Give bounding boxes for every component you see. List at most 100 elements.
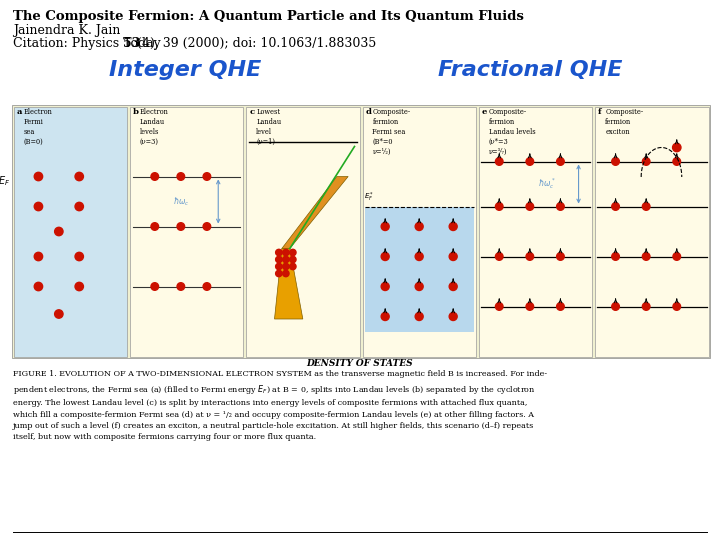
- Circle shape: [449, 313, 457, 321]
- Circle shape: [381, 282, 390, 291]
- Circle shape: [415, 253, 423, 260]
- Circle shape: [75, 172, 84, 181]
- Circle shape: [381, 253, 390, 260]
- Circle shape: [203, 173, 211, 180]
- Text: $\hbar\omega_c$: $\hbar\omega_c$: [173, 195, 189, 208]
- Bar: [12, 105, 710, 358]
- Circle shape: [673, 253, 680, 260]
- Circle shape: [289, 256, 296, 262]
- Bar: [14, 106, 127, 356]
- Circle shape: [75, 202, 84, 211]
- Circle shape: [381, 313, 390, 321]
- Circle shape: [526, 158, 534, 165]
- Circle shape: [495, 253, 503, 260]
- Circle shape: [526, 202, 534, 210]
- Bar: [479, 106, 592, 356]
- Circle shape: [151, 173, 158, 180]
- Text: Lowest
Landau
level
(ν=1): Lowest Landau level (ν=1): [256, 109, 282, 146]
- Text: Composite-
fermion
Landau levels
(ν*=3
ν=³⁄₇): Composite- fermion Landau levels (ν*=3 ν…: [489, 109, 536, 156]
- Text: Electron
Fermi
sea
(B=0): Electron Fermi sea (B=0): [24, 109, 53, 146]
- Circle shape: [35, 172, 42, 181]
- Bar: [364, 206, 474, 332]
- Circle shape: [283, 256, 289, 262]
- Circle shape: [557, 253, 564, 260]
- Circle shape: [557, 202, 564, 210]
- Circle shape: [55, 310, 63, 318]
- Circle shape: [642, 303, 650, 310]
- Circle shape: [673, 303, 680, 310]
- Polygon shape: [282, 177, 348, 248]
- Text: Citation: Physics Today: Citation: Physics Today: [13, 37, 165, 50]
- Text: 53: 53: [123, 37, 140, 50]
- Text: Jainendra K. Jain: Jainendra K. Jain: [13, 24, 120, 37]
- Circle shape: [276, 256, 282, 262]
- Text: $\hbar\omega^*_c$: $\hbar\omega^*_c$: [538, 177, 556, 192]
- Circle shape: [495, 158, 503, 165]
- Circle shape: [612, 253, 619, 260]
- Circle shape: [55, 227, 63, 235]
- Circle shape: [642, 158, 650, 165]
- Circle shape: [642, 202, 650, 210]
- Text: c: c: [249, 109, 254, 117]
- Polygon shape: [274, 248, 303, 319]
- Circle shape: [35, 202, 42, 211]
- Circle shape: [177, 222, 184, 230]
- Bar: [130, 106, 243, 356]
- Text: Electron
Landau
levels
(ν=3): Electron Landau levels (ν=3): [140, 109, 168, 146]
- Circle shape: [672, 143, 681, 152]
- Bar: [246, 106, 359, 356]
- Circle shape: [35, 282, 42, 291]
- Circle shape: [415, 313, 423, 321]
- Text: Composite-
fermion
Fermi sea
(B*=0
ν=¹⁄₂): Composite- fermion Fermi sea (B*=0 ν=¹⁄₂…: [372, 109, 410, 156]
- Text: FIGURE 1. EVOLUTION OF A TWO-DIMENSIONAL ELECTRON SYSTEM as the transverse magne: FIGURE 1. EVOLUTION OF A TWO-DIMENSIONAL…: [13, 370, 547, 441]
- Text: d: d: [366, 109, 372, 117]
- Text: Composite-
fermion
exciton: Composite- fermion exciton: [606, 109, 643, 136]
- Bar: [595, 106, 708, 356]
- Circle shape: [673, 158, 680, 165]
- Circle shape: [526, 303, 534, 310]
- Circle shape: [283, 264, 289, 269]
- Circle shape: [642, 253, 650, 260]
- Circle shape: [35, 252, 42, 261]
- Circle shape: [381, 222, 390, 231]
- Circle shape: [415, 282, 423, 291]
- Circle shape: [612, 303, 619, 310]
- Circle shape: [495, 303, 503, 310]
- Text: e: e: [482, 109, 487, 117]
- Bar: [362, 106, 476, 356]
- Text: Integer QHE: Integer QHE: [109, 60, 261, 80]
- Circle shape: [75, 282, 84, 291]
- Circle shape: [557, 158, 564, 165]
- Circle shape: [557, 303, 564, 310]
- Circle shape: [151, 283, 158, 291]
- Circle shape: [283, 271, 289, 276]
- Circle shape: [75, 252, 84, 261]
- Text: (4), 39 (2000); doi: 10.1063/1.883035: (4), 39 (2000); doi: 10.1063/1.883035: [137, 37, 377, 50]
- Text: The Composite Fermion: A Quantum Particle and Its Quantum Fluids: The Composite Fermion: A Quantum Particl…: [13, 10, 524, 23]
- Text: f: f: [598, 109, 602, 117]
- Circle shape: [612, 202, 619, 210]
- Circle shape: [203, 222, 211, 230]
- Text: b: b: [132, 109, 139, 117]
- Circle shape: [276, 249, 282, 256]
- Text: $E_F$: $E_F$: [0, 174, 10, 188]
- Circle shape: [415, 222, 423, 231]
- Circle shape: [177, 283, 184, 291]
- Circle shape: [283, 249, 289, 256]
- Circle shape: [289, 264, 296, 269]
- Circle shape: [612, 158, 619, 165]
- Circle shape: [449, 282, 457, 291]
- Circle shape: [177, 173, 184, 180]
- Text: Fractional QHE: Fractional QHE: [438, 60, 622, 80]
- Circle shape: [495, 202, 503, 210]
- Circle shape: [526, 253, 534, 260]
- Text: DENSITY OF STATES: DENSITY OF STATES: [307, 359, 413, 368]
- Text: $E^*_F$: $E^*_F$: [364, 191, 374, 205]
- Circle shape: [151, 222, 158, 230]
- Circle shape: [276, 271, 282, 276]
- Circle shape: [449, 253, 457, 260]
- Circle shape: [289, 249, 296, 256]
- Text: a: a: [17, 109, 22, 117]
- Circle shape: [449, 222, 457, 231]
- Circle shape: [276, 264, 282, 269]
